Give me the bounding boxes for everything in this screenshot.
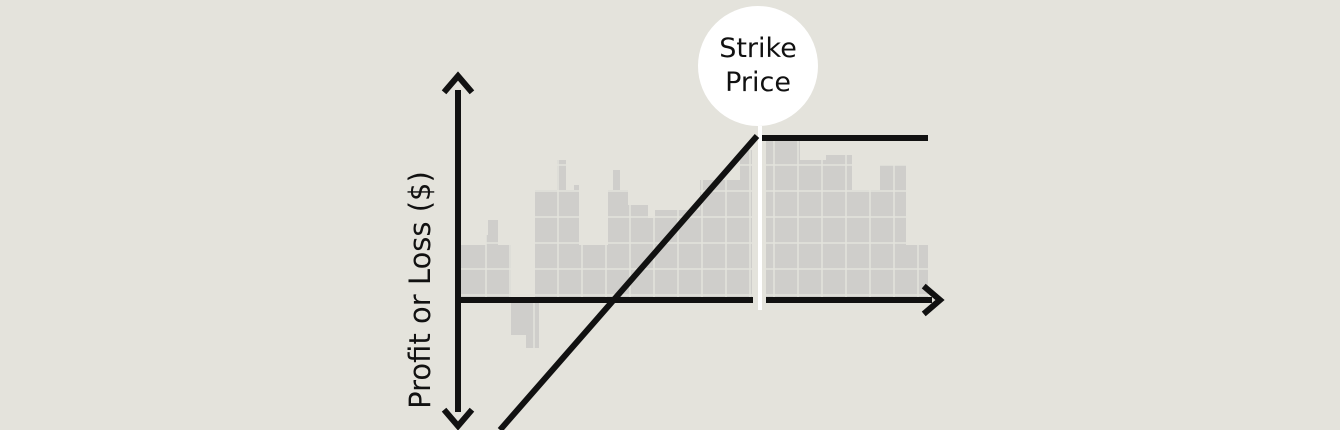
histogram-bar xyxy=(566,208,579,300)
histogram-bar xyxy=(557,160,566,190)
histogram-bar xyxy=(766,140,800,300)
strike-label-line1: Strike xyxy=(719,33,797,64)
histogram-bar xyxy=(486,235,498,300)
histogram-bar xyxy=(579,245,608,300)
histogram-bar xyxy=(906,245,928,300)
histogram-bar xyxy=(826,155,852,300)
y-axis-up-arrow xyxy=(441,71,475,95)
x-axis-arrow xyxy=(921,283,945,317)
payoff-rising-line xyxy=(497,134,760,430)
y-axis-title: Profit or Loss ($) xyxy=(403,171,437,409)
histogram-bar xyxy=(526,300,539,348)
histogram-bar xyxy=(535,190,557,300)
histogram-bar xyxy=(740,150,752,300)
strike-label-line2: Price xyxy=(725,67,791,98)
histogram-bar xyxy=(613,170,620,190)
histogram-bar xyxy=(852,190,880,300)
histogram-bar xyxy=(498,245,511,300)
histogram-bar xyxy=(628,205,648,300)
histogram-bar xyxy=(460,245,486,300)
strike-price-bubble: Strike Price xyxy=(698,6,818,126)
histogram-bar xyxy=(488,220,498,235)
histogram-bar xyxy=(574,185,579,208)
background-histogram xyxy=(460,140,928,350)
y-axis-down-arrow xyxy=(441,407,475,430)
histogram-bar xyxy=(511,300,526,335)
histogram-bar xyxy=(880,165,906,300)
